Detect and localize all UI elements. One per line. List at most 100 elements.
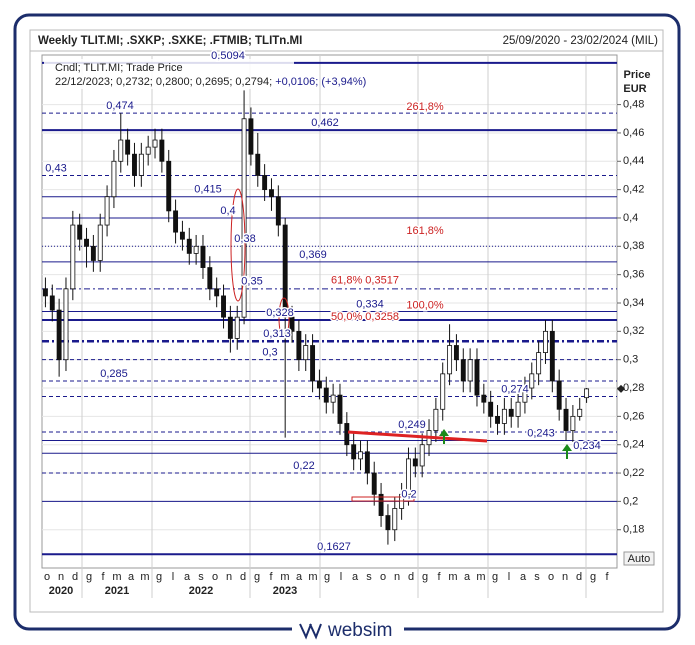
x-tick-label: n <box>58 571 64 583</box>
y-tick-label: 0,3 <box>623 354 638 366</box>
year-label: 2020 <box>49 585 73 597</box>
scale-mode[interactable]: Auto <box>628 553 651 565</box>
y-tick-label: 0,32 <box>623 325 644 337</box>
x-tick-label: n <box>394 571 400 583</box>
y-tick-label: 0,34 <box>623 297 644 309</box>
level-label: 0,369 <box>299 249 327 261</box>
level-label: 0,334 <box>356 298 384 310</box>
candle-body <box>549 330 555 382</box>
x-tick-label: o <box>548 571 554 583</box>
x-tick-label: o <box>44 571 50 583</box>
candle-body <box>111 160 117 198</box>
candle-body <box>543 330 548 353</box>
candle-body <box>385 515 391 531</box>
fib-label: 50,0% 0,3258 <box>331 311 399 323</box>
candle-body <box>440 373 446 410</box>
level-label: 0,43 <box>45 162 66 174</box>
y-tick-label: 0,46 <box>623 127 644 139</box>
y-tick-label: 0,38 <box>623 240 644 252</box>
candle-body <box>234 316 240 339</box>
level-label: 0,285 <box>100 368 128 380</box>
level-label: 0,328 <box>266 307 294 319</box>
x-tick-label: a <box>520 571 527 583</box>
candle-body <box>453 345 459 361</box>
logo-mark <box>299 623 322 640</box>
candle-body <box>296 330 302 361</box>
signal-arrow <box>439 429 449 444</box>
candle-body <box>138 153 144 176</box>
candle-body <box>501 408 507 424</box>
candle-body <box>56 309 62 361</box>
candle-body <box>337 394 343 424</box>
candle-body <box>529 373 535 389</box>
x-tick-label: l <box>340 571 342 583</box>
level-label: 0,313 <box>263 328 291 340</box>
candle-body <box>406 458 411 495</box>
level-label: 0,234 <box>573 440 601 452</box>
level-label: 0,38 <box>234 233 255 245</box>
candle-body <box>508 408 514 417</box>
candle-body <box>522 387 528 403</box>
y-axis-label: Price <box>624 69 651 81</box>
candle-body <box>159 139 165 162</box>
fib-label: 61,8% 0,3517 <box>331 274 399 286</box>
candles <box>42 90 590 545</box>
x-tick-label: m <box>476 571 485 583</box>
legend-bg <box>44 59 294 89</box>
level-label: 0,249 <box>398 419 426 431</box>
y-tick-label: 0,42 <box>623 184 644 196</box>
x-tick-label: d <box>408 571 414 583</box>
year-label: 2021 <box>105 585 129 597</box>
candle-body <box>351 444 357 460</box>
level-label: 0,1627 <box>317 541 351 553</box>
x-tick-label: f <box>437 571 441 583</box>
x-tick-label: g <box>156 571 162 583</box>
candle-body <box>207 267 213 290</box>
x-tick-label: m <box>112 571 121 583</box>
y-tick-label: 0,44 <box>623 155 644 167</box>
candle-body <box>227 316 233 339</box>
y-tick-label: 0,24 <box>623 439 644 451</box>
chart-title: Weekly TLIT.MI; .SXKP; .SXKE; .FTMIB; TL… <box>38 35 302 47</box>
year-label: 2022 <box>189 585 213 597</box>
last-quote: 22/12/2023; 0,2732; 0,2800; 0,2695; 0,27… <box>55 76 272 88</box>
x-tick-label: d <box>240 571 246 583</box>
annotation-box <box>351 496 415 502</box>
candle-body <box>90 245 96 261</box>
annotation-ellipse <box>230 188 246 302</box>
scale-button[interactable] <box>623 551 655 566</box>
candle-body <box>577 408 583 417</box>
x-tick-label: f <box>605 571 609 583</box>
candle-body <box>63 288 69 361</box>
candle-body <box>433 408 439 431</box>
levels <box>42 61 617 556</box>
x-tick-label: d <box>576 571 582 583</box>
level-label: 0,22 <box>293 460 314 472</box>
period: 25/09/2020 - 23/02/2024 (MIL) <box>503 35 659 47</box>
candle-body <box>248 118 254 155</box>
candle-body <box>460 359 466 382</box>
candle-body <box>536 352 542 375</box>
x-tick-label: a <box>184 571 191 583</box>
y-tick-label: 0,48 <box>623 99 644 111</box>
candle-body <box>515 401 521 417</box>
x-tick-label: m <box>448 571 457 583</box>
x-tick-label: a <box>296 571 303 583</box>
candle-body <box>556 380 562 410</box>
candle-body <box>118 139 124 162</box>
x-tick-label: s <box>198 571 204 583</box>
x-tick-label: f <box>101 571 105 583</box>
x-tick-label: s <box>366 571 372 583</box>
x-tick-label: g <box>254 571 260 583</box>
annotation-ellipse <box>278 297 290 339</box>
candle-body <box>132 153 137 176</box>
y-tick-label: 0,36 <box>623 269 644 281</box>
level-label: 0,4 <box>220 205 235 217</box>
candle-body <box>42 288 48 297</box>
x-tick-label: l <box>172 571 174 583</box>
x-tick-label: n <box>562 571 568 583</box>
x-tick-label: d <box>72 571 78 583</box>
candle-body <box>275 196 281 226</box>
candle-body <box>323 387 329 403</box>
